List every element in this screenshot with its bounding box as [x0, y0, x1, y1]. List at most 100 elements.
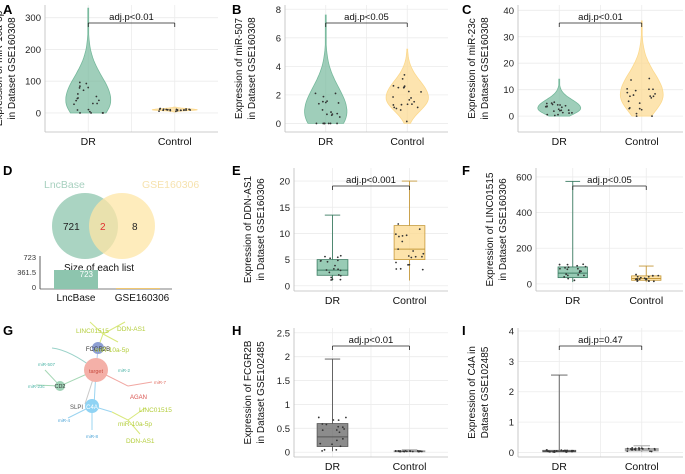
network-label-linc01515-top: LINC01515: [76, 328, 109, 335]
venn-count-lncbase-only: 721: [63, 222, 80, 233]
significance-label: adj.p<0.01: [109, 12, 154, 23]
x-tick-label: DR: [325, 295, 341, 307]
network-label-target: target: [89, 369, 104, 375]
y-tick-label: 20: [503, 59, 514, 70]
network-label-mir-d: miR-2: [118, 368, 130, 373]
data-point: [317, 102, 320, 105]
network-edge: [127, 419, 141, 435]
data-point: [649, 95, 652, 98]
data-point: [402, 450, 405, 453]
data-point: [627, 100, 630, 103]
data-point: [336, 122, 338, 125]
data-point: [331, 113, 334, 116]
data-point: [395, 261, 397, 264]
data-point: [416, 106, 419, 109]
data-point: [337, 419, 340, 422]
data-point: [339, 445, 342, 448]
data-point: [162, 108, 165, 111]
y-tick-label: 3: [509, 357, 514, 368]
data-point: [548, 450, 550, 453]
network-label-mir23c: miR-23c: [28, 384, 46, 389]
data-point: [421, 268, 424, 271]
data-point: [338, 116, 341, 118]
data-point: [564, 104, 567, 107]
network-node-fcgr2b: [92, 342, 104, 354]
data-point: [324, 101, 327, 104]
data-point: [406, 103, 409, 106]
data-point: [551, 103, 554, 106]
data-point: [647, 275, 650, 278]
data-point: [401, 77, 404, 80]
y-tick-label: 2.5: [277, 328, 290, 339]
network-edge: [102, 333, 119, 343]
data-point: [567, 277, 570, 280]
chart-panel-h: 0 0.5 1 1.5 2 2.5 Expression of FCGR2B in Datas…: [243, 328, 448, 473]
data-point: [582, 263, 585, 266]
data-point: [571, 111, 573, 114]
data-point: [189, 109, 192, 111]
data-point: [393, 106, 396, 109]
data-point: [556, 103, 559, 106]
data-point: [398, 235, 400, 238]
y-axis-label: in Dataset GSE160308: [480, 17, 491, 120]
network-edge: [102, 321, 126, 335]
y-tick-label: 400: [516, 208, 532, 219]
data-point: [634, 448, 637, 451]
data-point: [577, 274, 580, 276]
data-point: [336, 259, 339, 262]
panel-letter-c: C: [462, 2, 472, 17]
chart-panel-i: 0 1 2 3 4 Expression of C4A in Dataset GSE1024…: [467, 327, 683, 473]
x-tick-label: DR: [565, 295, 581, 307]
network-label-agan: AGAN: [130, 395, 147, 401]
data-point: [339, 269, 342, 272]
data-point: [394, 450, 397, 452]
data-point: [176, 108, 179, 111]
data-point: [88, 110, 91, 113]
x-tick-label: Control: [393, 295, 427, 307]
chart-panel-f: 0 200 400 600 Expression of LINC01515 in Data…: [485, 168, 683, 307]
data-point: [657, 274, 660, 277]
network-node-cd2: [55, 381, 65, 391]
data-point: [337, 274, 340, 276]
data-point: [320, 259, 322, 262]
data-point: [635, 273, 637, 276]
data-point: [650, 450, 653, 453]
data-point: [165, 108, 168, 111]
data-point: [323, 122, 326, 125]
data-point: [648, 280, 650, 282]
data-point: [559, 109, 561, 112]
data-point: [409, 450, 411, 452]
data-point: [652, 88, 654, 91]
data-point: [626, 447, 629, 450]
data-point: [559, 267, 561, 270]
data-point: [566, 263, 569, 266]
panel-letter-i: I: [462, 323, 466, 338]
data-point: [315, 122, 318, 125]
network-label-cd2: CD2: [54, 384, 65, 390]
y-tick-label: 200: [516, 244, 532, 255]
data-point: [407, 255, 410, 257]
data-point: [405, 450, 408, 453]
y-tick-label: 0: [509, 448, 514, 459]
significance-label: adj.p<0.05: [587, 175, 632, 186]
y-axis-label: Expression of miR-23c: [467, 18, 478, 119]
panel-letter-f: F: [462, 163, 470, 178]
data-point: [405, 120, 408, 123]
data-point: [546, 105, 548, 108]
data-point: [411, 450, 414, 453]
data-point: [87, 86, 90, 89]
data-point: [546, 113, 549, 116]
data-point: [413, 100, 416, 103]
control-box: [393, 225, 426, 260]
network-edge: [127, 381, 153, 387]
data-point: [584, 265, 587, 268]
data-point: [561, 111, 564, 114]
data-point: [395, 268, 398, 270]
data-point: [568, 112, 570, 114]
data-point: [185, 108, 187, 110]
y-tick-label: 1: [509, 418, 514, 429]
significance-label: adj.p<0.01: [349, 335, 394, 346]
data-point: [159, 107, 162, 110]
data-point: [557, 113, 559, 116]
data-point: [414, 255, 417, 258]
